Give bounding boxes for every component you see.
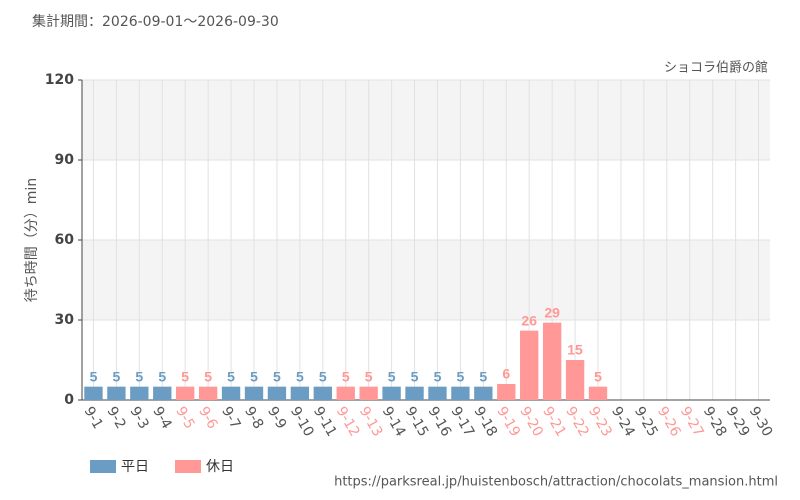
value-label: 5 — [296, 368, 304, 384]
legend-swatch — [175, 460, 201, 473]
value-label: 5 — [479, 368, 487, 384]
value-label: 26 — [521, 312, 537, 328]
value-label: 5 — [319, 368, 327, 384]
legend-label: 休日 — [206, 459, 234, 475]
y-tick-label: 30 — [55, 312, 75, 328]
x-tick-label: 9-24 — [608, 404, 638, 440]
x-tick-label: 9-27 — [677, 404, 707, 440]
x-tick-label: 9-21 — [539, 404, 569, 440]
value-label: 5 — [273, 368, 281, 384]
x-tick-label: 9-15 — [402, 404, 432, 440]
value-label: 5 — [457, 368, 465, 384]
x-tick-label: 9-28 — [700, 404, 730, 440]
value-label: 5 — [388, 368, 396, 384]
x-tick-label: 9-5 — [172, 404, 197, 432]
bar — [451, 386, 470, 400]
legend-swatch — [90, 460, 116, 473]
x-tick-label: 9-3 — [126, 404, 151, 432]
x-tick-label: 9-14 — [379, 404, 409, 440]
bar — [382, 386, 401, 400]
y-tick-label: 90 — [55, 152, 75, 168]
bar — [520, 330, 539, 400]
bar — [359, 386, 378, 400]
value-label: 5 — [411, 368, 419, 384]
x-tick-label: 9-20 — [516, 404, 546, 440]
value-label: 5 — [90, 368, 98, 384]
x-tick-label: 9-26 — [654, 404, 684, 440]
bar — [107, 386, 126, 400]
bar — [313, 386, 332, 400]
x-tick-label: 9-23 — [585, 404, 615, 440]
grid-band — [82, 80, 770, 160]
bar — [176, 386, 195, 400]
y-axis-label: 待ち時間（分）min — [24, 178, 40, 302]
x-tick-label: 9-25 — [631, 404, 661, 440]
x-tick-label: 9-7 — [218, 404, 243, 432]
bar — [221, 386, 241, 400]
bar — [542, 322, 562, 400]
value-label: 5 — [365, 368, 373, 384]
bar — [130, 386, 149, 400]
value-label: 5 — [227, 368, 235, 384]
x-tick-label: 9-10 — [287, 404, 317, 440]
x-tick-label: 9-11 — [310, 404, 340, 440]
value-label: 5 — [594, 368, 602, 384]
x-tick-label: 9-17 — [447, 404, 477, 440]
bar — [267, 386, 287, 400]
value-label: 6 — [502, 366, 510, 382]
x-tick-label: 9-18 — [470, 404, 500, 440]
source: https://parksreal.jp/huistenbosch/attrac… — [334, 475, 778, 490]
bar — [565, 360, 585, 400]
bar — [428, 386, 447, 400]
bar — [198, 386, 218, 400]
value-label: 5 — [113, 368, 121, 384]
y-tick-label: 0 — [64, 392, 74, 408]
chart-title: ショコラ伯爵の館 — [664, 61, 768, 76]
value-label: 5 — [181, 368, 189, 384]
x-tick-label: 9-29 — [723, 404, 753, 440]
x-tick-label: 9-8 — [241, 404, 266, 432]
bar — [336, 386, 355, 400]
x-tick-label: 9-1 — [81, 404, 106, 432]
x-tick-label: 9-19 — [493, 404, 523, 440]
value-label: 15 — [567, 342, 583, 358]
header: 集計期間：2026-09-01～2026-09-30 — [32, 13, 279, 30]
x-tick-label: 9-6 — [195, 404, 220, 432]
value-label: 5 — [250, 368, 258, 384]
value-label: 5 — [434, 368, 442, 384]
x-tick-label: 9-9 — [264, 404, 289, 432]
x-tick-label: 9-13 — [356, 404, 386, 440]
bar — [588, 386, 608, 400]
x-tick-label: 9-30 — [746, 404, 776, 440]
value-label: 29 — [544, 304, 560, 320]
x-tick-label: 9-16 — [425, 404, 455, 440]
legend-label: 平日 — [121, 459, 149, 475]
bar — [84, 386, 103, 400]
grid-band — [82, 240, 770, 320]
x-tick-label: 9-12 — [333, 404, 363, 440]
bar — [244, 386, 264, 400]
bar — [497, 384, 516, 400]
x-tick-label: 9-22 — [562, 404, 592, 440]
y-tick-label: 120 — [45, 72, 74, 88]
y-tick-label: 60 — [55, 232, 75, 248]
value-label: 5 — [158, 368, 166, 384]
bar — [290, 386, 310, 400]
value-label: 5 — [342, 368, 350, 384]
bar — [405, 386, 424, 400]
value-label: 5 — [135, 368, 143, 384]
value-label: 5 — [204, 368, 212, 384]
x-tick-label: 9-2 — [103, 404, 128, 432]
bar — [474, 386, 493, 400]
bar — [153, 386, 172, 400]
x-tick-label: 9-4 — [149, 404, 174, 432]
